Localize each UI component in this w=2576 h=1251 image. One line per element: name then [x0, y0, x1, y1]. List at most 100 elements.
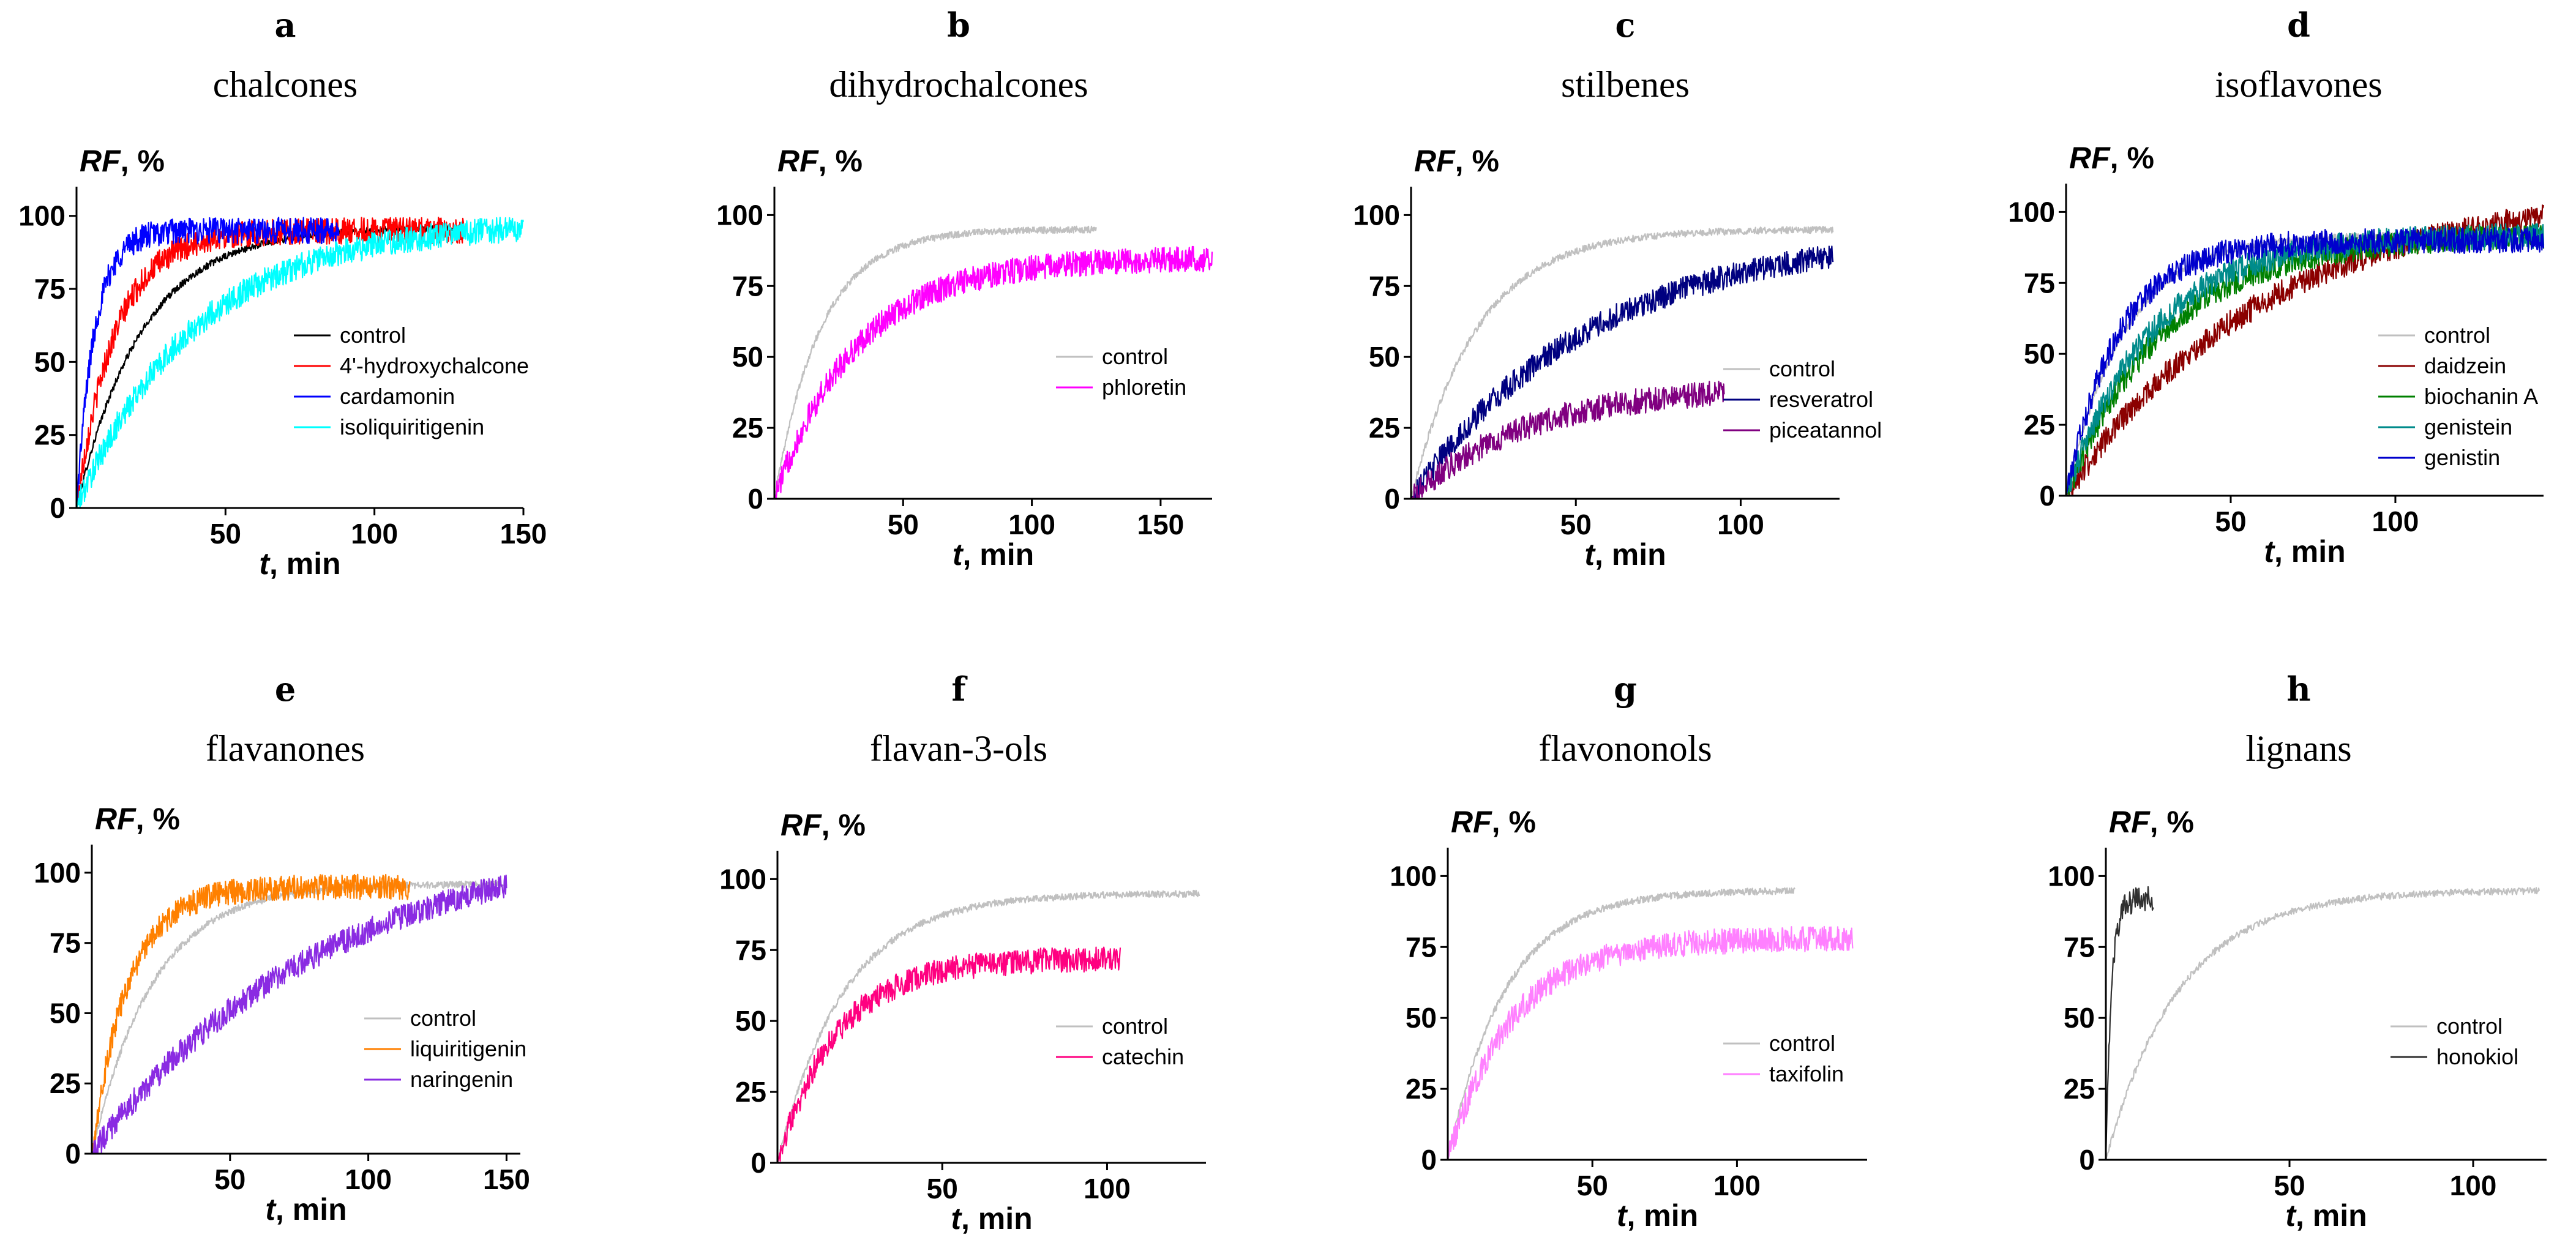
panel-d: d isoflavones RF, % 0 25 50 75 100 50 100 t, min co…: [2008, 6, 2545, 569]
y-tick-label: 75: [735, 934, 766, 966]
x-tick-label: 50: [1560, 509, 1592, 540]
y-tick-label: 75: [732, 270, 763, 302]
series-line-honokiol: [2105, 886, 2154, 1160]
panel-title: flavononols: [1538, 728, 1712, 769]
series-line-phloretin: [773, 245, 1213, 500]
series-line-cardamonin: [75, 217, 340, 509]
y-tick-label: 75: [34, 273, 66, 305]
y-tick-label: 25: [1406, 1073, 1437, 1105]
x-tick-label: 50: [214, 1163, 245, 1195]
x-axis-label: t, min: [951, 1201, 1032, 1236]
x-tick-label: 150: [500, 518, 547, 550]
y-axis-label: RF, %: [95, 802, 180, 836]
series-line-control: [773, 225, 1097, 499]
panel-letter: d: [2287, 6, 2310, 45]
panel-letter: a: [275, 6, 296, 45]
series-line-genistin: [2065, 226, 2545, 496]
y-tick-label: 50: [732, 341, 763, 373]
x-tick-label: 150: [1137, 509, 1185, 540]
y-tick-label: 50: [34, 346, 66, 378]
legend: control resveratrol piceatannol: [1723, 356, 1882, 443]
series-line-resveratrol: [1410, 245, 1834, 500]
panel-title: isoflavones: [2215, 64, 2382, 105]
y-tick-label: 100: [1353, 199, 1400, 231]
panel-title: stilbenes: [1561, 64, 1690, 105]
y-axis-label: RF, %: [80, 144, 165, 178]
legend: control catechin: [1056, 1014, 1184, 1069]
y-axis-label: RF, %: [777, 144, 863, 178]
legend-label: piceatannol: [1769, 417, 1882, 443]
legend-label: control: [1102, 1014, 1168, 1039]
y-tick-label: 0: [50, 492, 66, 524]
y-tick-label: 25: [50, 1067, 81, 1099]
y-tick-label: 50: [2024, 338, 2055, 370]
panel-g: g flavononols RF, % 0 25 50 75 100 50 100 t, min co…: [1390, 670, 1867, 1233]
y-tick-label: 25: [34, 419, 66, 451]
series-line-control: [1447, 887, 1795, 1160]
panel-e: e flavanones RF, % 0 25 50 75 100 50 100 150 t, min…: [34, 670, 530, 1227]
x-tick-label: 100: [345, 1163, 392, 1195]
y-tick-label: 25: [735, 1076, 766, 1108]
series-line-control: [1410, 226, 1834, 499]
legend-label: control: [2436, 1014, 2503, 1039]
y-tick-label: 100: [716, 199, 763, 231]
legend-label: taxifolin: [1769, 1061, 1844, 1086]
x-axis-label: t, min: [2285, 1198, 2367, 1233]
panel-title: dihydrochalcones: [829, 64, 1088, 105]
legend-label: liquiritigenin: [410, 1036, 526, 1061]
y-tick-label: 25: [2024, 409, 2055, 441]
y-tick-label: 0: [1384, 483, 1400, 515]
legend: control liquiritigenin naringenin: [364, 1006, 526, 1092]
panel-b: b dihydrochalcones RF, % 0 25 50 75 100 50 100 150…: [716, 6, 1213, 572]
x-tick-label: 100: [1084, 1173, 1131, 1204]
x-axis-label: t, min: [265, 1192, 346, 1227]
y-tick-label: 100: [2048, 860, 2095, 892]
x-tick-label: 50: [927, 1173, 958, 1204]
panel-letter: e: [275, 670, 296, 709]
x-tick-label: 100: [1717, 509, 1764, 540]
panel-title: chalcones: [213, 64, 358, 105]
y-tick-label: 25: [2064, 1073, 2095, 1105]
y-tick-label: 0: [65, 1138, 81, 1170]
x-tick-label: 50: [2274, 1170, 2305, 1201]
series-line-piceatannol: [1410, 381, 1725, 500]
x-tick-label: 50: [1577, 1170, 1608, 1201]
legend: control 4'-hydroxychalcone cardamonin isoli…: [294, 323, 529, 439]
y-tick-label: 50: [735, 1005, 766, 1037]
x-tick-label: 100: [1713, 1170, 1761, 1201]
series-line-control: [776, 889, 1200, 1163]
y-tick-label: 50: [1369, 341, 1400, 373]
x-tick-label: 100: [1008, 509, 1055, 540]
y-tick-label: 75: [1406, 931, 1437, 963]
x-tick-label: 150: [483, 1163, 530, 1195]
panel-a: a chalcones RF, % 0 25 50 75 100 50 100 150 t, min c…: [18, 6, 547, 581]
x-tick-label: 100: [351, 518, 398, 550]
x-axis-label: t, min: [953, 537, 1034, 572]
panel-letter: g: [1614, 670, 1637, 709]
series-line-isoliquiritigenin: [75, 217, 525, 509]
y-tick-label: 50: [1406, 1002, 1437, 1034]
x-tick-label: 50: [210, 518, 241, 550]
legend-label: biochanin A: [2424, 384, 2538, 409]
series-line-taxifolin: [1447, 925, 1854, 1160]
y-tick-label: 75: [1369, 270, 1400, 302]
series-line-control: [2105, 887, 2540, 1160]
y-tick-label: 0: [751, 1147, 766, 1179]
legend-label: control: [2424, 323, 2490, 348]
legend-label: control: [1102, 344, 1168, 369]
legend-label: resveratrol: [1769, 387, 1873, 412]
panel-c: c stilbenes RF, % 0 25 50 75 100 50 100 t, min cont…: [1353, 6, 1882, 572]
x-axis-label: t, min: [259, 547, 340, 581]
legend-label: cardamonin: [340, 384, 455, 409]
legend: control daidzein biochanin A genistein genis…: [2378, 323, 2538, 470]
x-tick-label: 50: [888, 509, 919, 540]
y-tick-label: 0: [2079, 1144, 2095, 1176]
y-tick-label: 0: [1421, 1144, 1437, 1176]
series-line-naringenin: [91, 875, 507, 1155]
legend-label: control: [1769, 356, 1835, 381]
y-axis-label: RF, %: [2069, 141, 2154, 175]
panel-title: lignans: [2245, 728, 2351, 769]
y-tick-label: 25: [732, 412, 763, 444]
y-axis-label: RF, %: [1451, 805, 1536, 839]
